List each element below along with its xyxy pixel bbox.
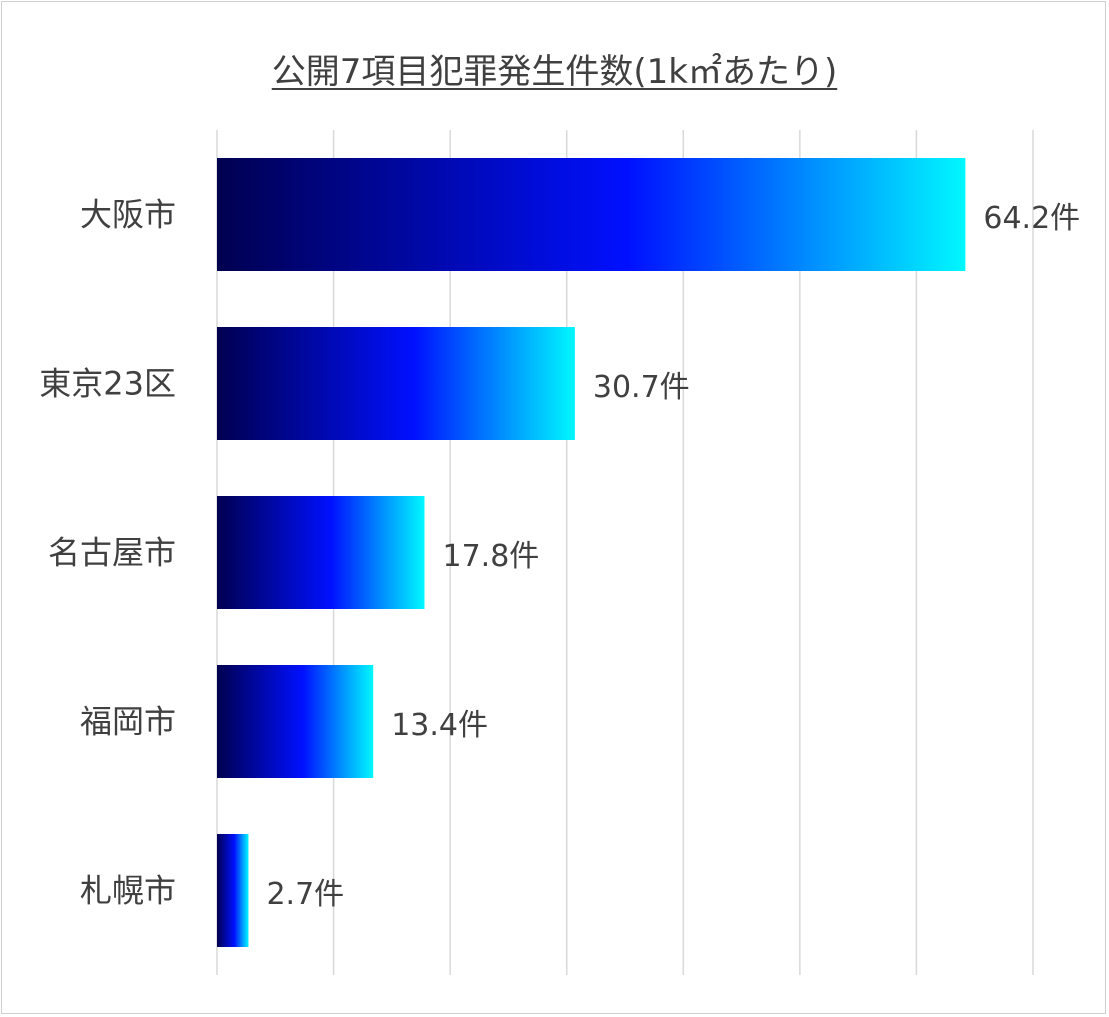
bar <box>217 327 575 440</box>
category-label: 名古屋市 <box>48 534 176 572</box>
category-label: 福岡市 <box>80 703 176 741</box>
bar <box>217 665 374 778</box>
category-label: 東京23区 <box>39 365 176 403</box>
category-label: 大阪市 <box>80 196 176 234</box>
data-label: 17.8件 <box>442 539 539 574</box>
data-label: 13.4件 <box>391 708 488 743</box>
data-label: 64.2件 <box>983 201 1080 236</box>
bar <box>217 496 425 609</box>
bar <box>217 834 249 947</box>
data-label: 30.7件 <box>593 370 690 405</box>
chart-title: 公開7項目犯罪発生件数(1k㎡あたり) <box>271 52 838 92</box>
category-label: 札幌市 <box>80 872 176 910</box>
data-label: 2.7件 <box>266 877 344 912</box>
bars <box>217 158 966 947</box>
bar <box>217 158 966 271</box>
